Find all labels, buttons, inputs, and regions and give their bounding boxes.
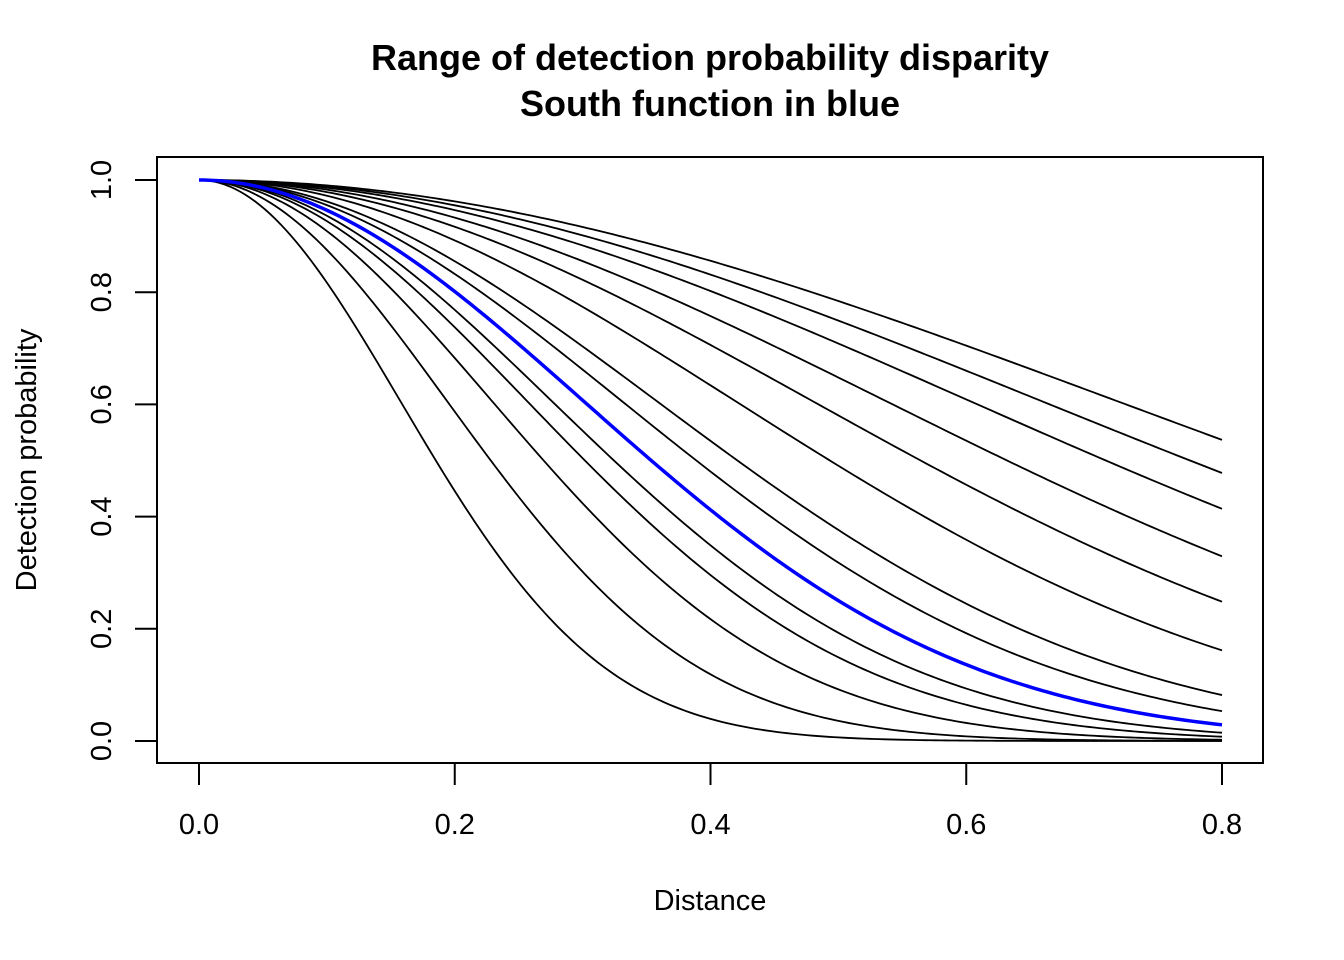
y-tick-label: 0.4 — [86, 496, 118, 536]
series-line-10 — [198, 179, 1223, 603]
chart-subtitle: South function in blue — [520, 83, 900, 124]
x-axis-label: Distance — [654, 885, 767, 917]
series-line-8 — [198, 179, 1223, 696]
series-group — [198, 178, 1223, 742]
series-line-1 — [198, 179, 1222, 742]
series-line-12 — [198, 179, 1223, 510]
series-line-9 — [198, 179, 1223, 652]
y-tick-label: 0.6 — [86, 384, 118, 424]
y-tick-label: 0.0 — [86, 721, 118, 761]
x-tick-label: 0.6 — [946, 809, 986, 841]
y-tick-label: 0.8 — [86, 272, 118, 312]
x-tick-label: 0.4 — [690, 809, 730, 841]
series-line-7 — [198, 179, 1223, 713]
series-line-13 — [198, 179, 1223, 474]
series-line-4 — [198, 179, 1223, 738]
y-tick-label: 1.0 — [86, 160, 118, 200]
x-tick-label: 0.2 — [435, 809, 475, 841]
series-line-5 — [198, 179, 1223, 734]
x-tick-label: 0.8 — [1202, 809, 1242, 841]
x-axis: 0.0 0.2 0.4 0.6 0.8 — [179, 762, 1242, 841]
plot-frame — [156, 156, 1264, 764]
chart-title: Range of detection probability disparity — [371, 37, 1049, 78]
series-line-14 — [198, 179, 1223, 441]
series-line-2 — [198, 179, 1223, 742]
y-axis: 0.0 0.2 0.4 0.6 0.8 1.0 — [86, 160, 158, 761]
y-axis-label: Detection probability — [11, 328, 43, 591]
y-tick-label: 0.2 — [86, 609, 118, 649]
series-line-south — [198, 178, 1223, 727]
series-line-11 — [198, 179, 1223, 558]
series-line-3 — [198, 179, 1223, 741]
x-tick-label: 0.0 — [179, 809, 219, 841]
